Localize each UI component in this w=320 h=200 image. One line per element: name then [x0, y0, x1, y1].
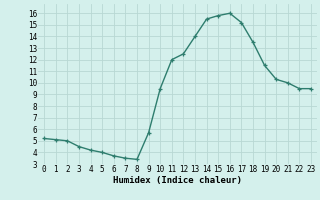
X-axis label: Humidex (Indice chaleur): Humidex (Indice chaleur): [113, 176, 242, 185]
